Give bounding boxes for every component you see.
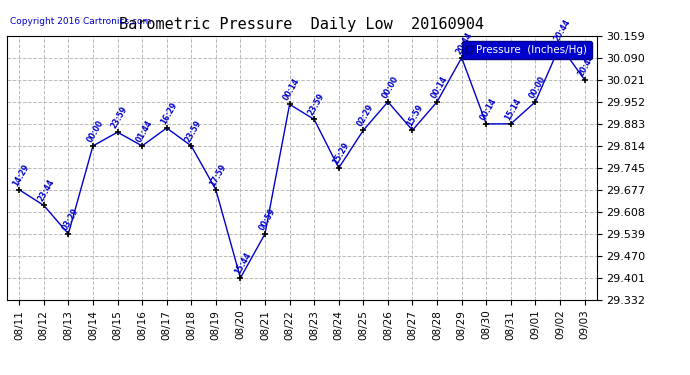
Text: 03:29: 03:29 bbox=[61, 206, 81, 232]
Text: 23:59: 23:59 bbox=[184, 118, 204, 144]
Text: 20:44: 20:44 bbox=[577, 52, 597, 78]
Text: 15:44: 15:44 bbox=[233, 251, 253, 276]
Text: 00:14: 00:14 bbox=[429, 74, 449, 100]
Text: 14:29: 14:29 bbox=[12, 162, 31, 188]
Legend: Pressure  (Inches/Hg): Pressure (Inches/Hg) bbox=[462, 41, 591, 59]
Text: 20:44: 20:44 bbox=[552, 18, 572, 44]
Text: 23:59: 23:59 bbox=[110, 105, 130, 130]
Text: 17:59: 17:59 bbox=[208, 162, 228, 188]
Text: 15:29: 15:29 bbox=[331, 141, 351, 166]
Text: 00:14: 00:14 bbox=[282, 77, 302, 102]
Text: 16:29: 16:29 bbox=[159, 100, 179, 126]
Text: 00:00: 00:00 bbox=[85, 118, 105, 144]
Text: 23:59: 23:59 bbox=[306, 92, 326, 117]
Text: 15:14: 15:14 bbox=[503, 96, 523, 122]
Text: 02:29: 02:29 bbox=[355, 103, 375, 128]
Text: Copyright 2016 Cartronics.com: Copyright 2016 Cartronics.com bbox=[10, 17, 152, 26]
Text: 20:44: 20:44 bbox=[454, 30, 474, 56]
Title: Barometric Pressure  Daily Low  20160904: Barometric Pressure Daily Low 20160904 bbox=[119, 16, 484, 32]
Text: 00:14: 00:14 bbox=[478, 96, 498, 122]
Text: 15:59: 15:59 bbox=[405, 103, 424, 128]
Text: 00:00: 00:00 bbox=[528, 74, 547, 100]
Text: 00:59: 00:59 bbox=[257, 206, 277, 232]
Text: 01:44: 01:44 bbox=[135, 118, 154, 144]
Text: 23:44: 23:44 bbox=[36, 178, 56, 203]
Text: 00:00: 00:00 bbox=[380, 74, 400, 100]
